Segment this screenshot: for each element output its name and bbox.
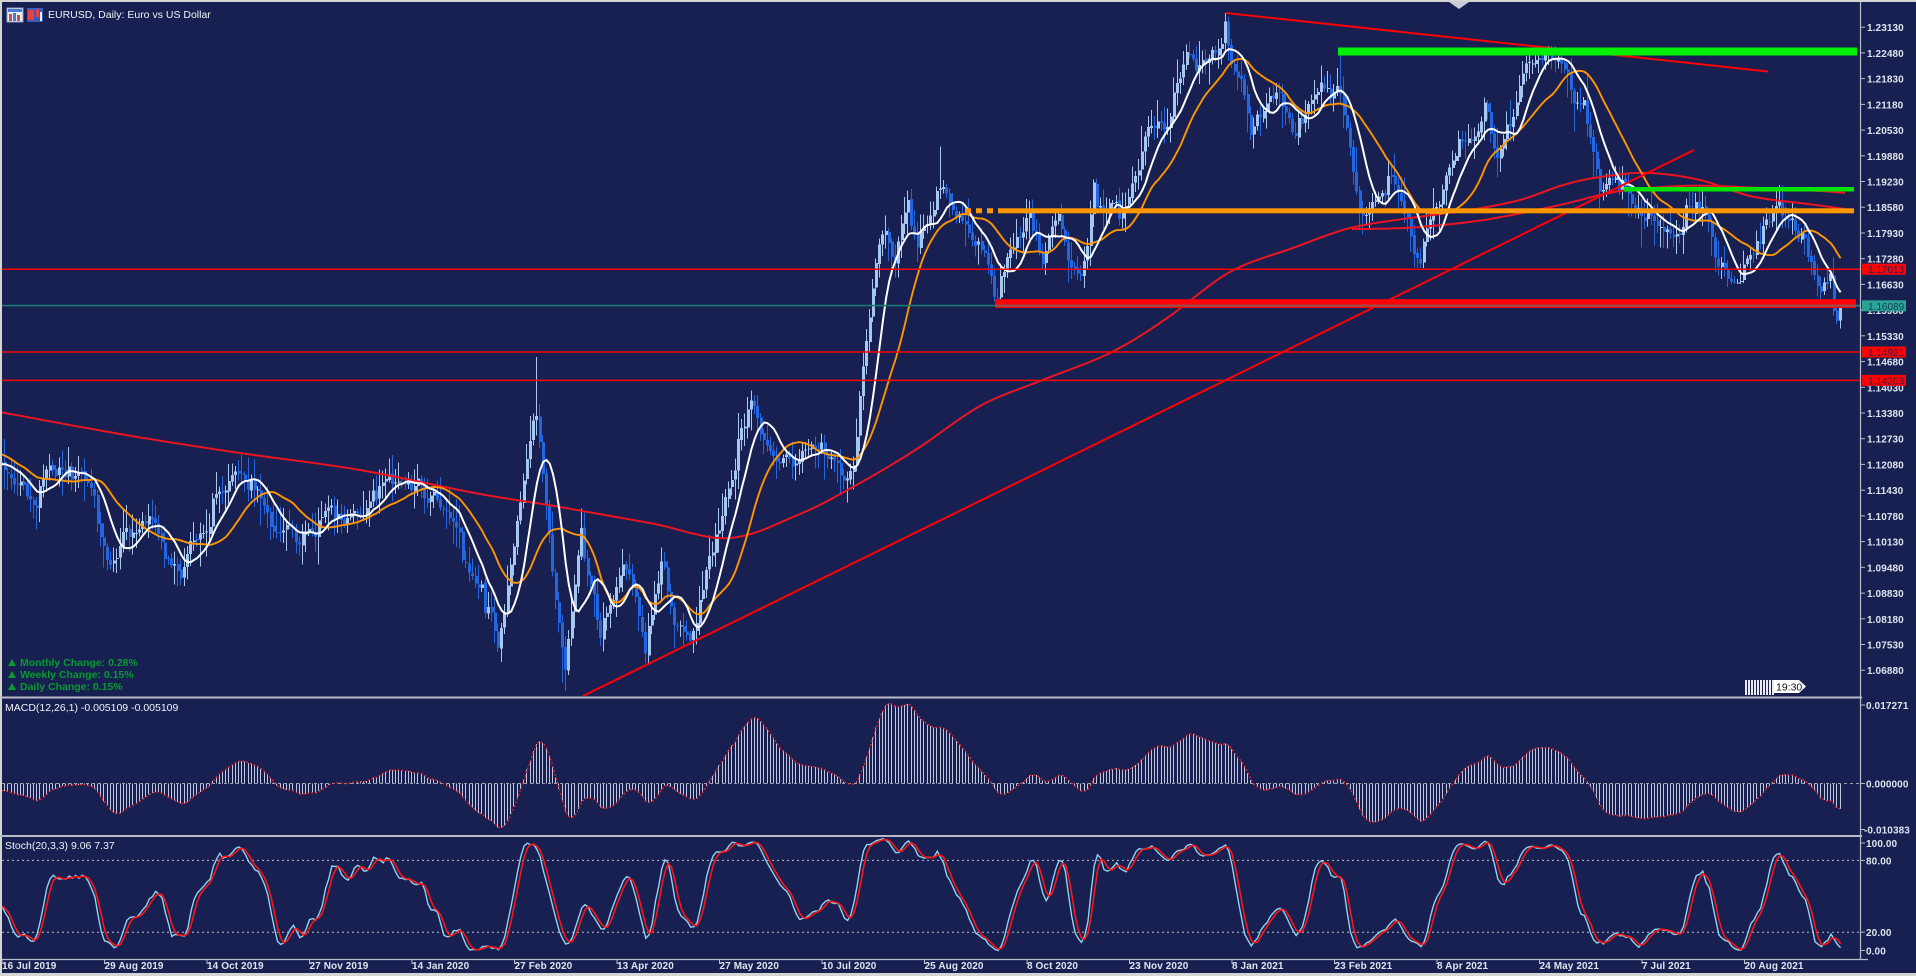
svg-text:Stoch(20,3,3) 9.06 7.37: Stoch(20,3,3) 9.06 7.37 [5, 840, 115, 852]
svg-text:1.09480: 1.09480 [1867, 563, 1904, 574]
svg-text:23 Nov 2020: 23 Nov 2020 [1130, 961, 1189, 972]
svg-text:-0.010383: -0.010383 [1864, 826, 1910, 837]
svg-text:80.00: 80.00 [1866, 856, 1892, 867]
svg-text:29 Aug 2019: 29 Aug 2019 [105, 961, 164, 972]
svg-text:1.07530: 1.07530 [1867, 641, 1904, 652]
svg-text:27 Feb 2020: 27 Feb 2020 [515, 961, 573, 972]
svg-text:24 May 2021: 24 May 2021 [1540, 961, 1600, 972]
svg-text:16 Jul 2019: 16 Jul 2019 [2, 961, 57, 972]
svg-text:7 Jul 2021: 7 Jul 2021 [1642, 961, 1691, 972]
svg-text:1.17280: 1.17280 [1867, 255, 1904, 266]
svg-text:1.23130: 1.23130 [1867, 23, 1904, 34]
svg-text:1.08180: 1.08180 [1867, 615, 1904, 626]
svg-text:27 May 2020: 27 May 2020 [720, 961, 780, 972]
svg-text:20.00: 20.00 [1866, 928, 1892, 939]
svg-text:1.14680: 1.14680 [1867, 358, 1904, 369]
svg-text:8 Jan 2021: 8 Jan 2021 [1232, 961, 1284, 972]
svg-text:1.11430: 1.11430 [1867, 486, 1904, 497]
svg-text:27 Nov 2019: 27 Nov 2019 [310, 961, 369, 972]
svg-text:10 Jul 2020: 10 Jul 2020 [822, 961, 877, 972]
svg-text:1.20530: 1.20530 [1867, 126, 1904, 137]
svg-text:1.22480: 1.22480 [1867, 49, 1904, 60]
svg-text:EURUSD, Daily: Euro vs US Dol: EURUSD, Daily: Euro vs US Dollar [48, 9, 211, 21]
svg-text:1.17013: 1.17013 [1868, 265, 1905, 276]
svg-text:1.10780: 1.10780 [1867, 512, 1904, 523]
svg-text:1.18580: 1.18580 [1867, 203, 1904, 214]
svg-text:1.15330: 1.15330 [1867, 332, 1904, 343]
svg-text:1.17930: 1.17930 [1867, 229, 1904, 240]
svg-text:14 Oct 2019: 14 Oct 2019 [207, 961, 264, 972]
svg-text:0.017271: 0.017271 [1866, 701, 1909, 712]
svg-text:1.19230: 1.19230 [1867, 178, 1904, 189]
svg-text:1.08830: 1.08830 [1867, 589, 1904, 600]
svg-text:Monthly Change: 0.28%: Monthly Change: 0.28% [20, 657, 139, 669]
svg-text:1.14203: 1.14203 [1868, 376, 1905, 387]
svg-text:1.16630: 1.16630 [1867, 280, 1904, 291]
svg-text:100.00: 100.00 [1866, 839, 1898, 850]
svg-text:1.15980: 1.15980 [1867, 306, 1904, 317]
svg-text:8 Apr 2021: 8 Apr 2021 [1437, 961, 1489, 972]
svg-text:Weekly Change: 0.15%: Weekly Change: 0.15% [20, 669, 134, 681]
svg-text:Daily Change: 0.15%: Daily Change: 0.15% [20, 681, 123, 693]
svg-text:1.21830: 1.21830 [1867, 75, 1904, 86]
svg-text:0.000000: 0.000000 [1866, 780, 1909, 791]
svg-text:1.10130: 1.10130 [1867, 538, 1904, 549]
svg-text:23 Feb 2021: 23 Feb 2021 [1335, 961, 1393, 972]
svg-text:1.12730: 1.12730 [1867, 435, 1904, 446]
svg-text:1.16089: 1.16089 [1868, 302, 1905, 313]
svg-text:0.00: 0.00 [1866, 947, 1886, 958]
svg-text:8 Oct 2020: 8 Oct 2020 [1027, 961, 1078, 972]
svg-text:1.19880: 1.19880 [1867, 152, 1904, 163]
svg-text:MACD(12,26,1) -0.005109 -0.005: MACD(12,26,1) -0.005109 -0.005109 [5, 702, 179, 714]
svg-text:25 Aug 2020: 25 Aug 2020 [925, 961, 984, 972]
svg-text:20 Aug 2021: 20 Aug 2021 [1745, 961, 1804, 972]
svg-text:13 Apr 2020: 13 Apr 2020 [617, 961, 674, 972]
svg-text:1.13380: 1.13380 [1867, 409, 1904, 420]
svg-text:14 Jan 2020: 14 Jan 2020 [412, 961, 470, 972]
svg-text:1.21180: 1.21180 [1867, 100, 1904, 111]
svg-text:19:30: 19:30 [1776, 682, 1802, 694]
svg-text:1.12080: 1.12080 [1867, 460, 1904, 471]
svg-text:1.06880: 1.06880 [1867, 666, 1904, 677]
svg-text:1.14030: 1.14030 [1867, 383, 1904, 394]
svg-text:1.14921: 1.14921 [1868, 348, 1905, 359]
